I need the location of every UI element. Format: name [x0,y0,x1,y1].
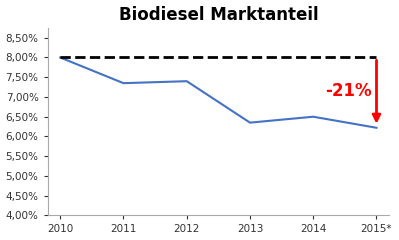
Text: -21%: -21% [325,82,371,100]
Title: Biodiesel Marktanteil: Biodiesel Marktanteil [119,6,318,24]
